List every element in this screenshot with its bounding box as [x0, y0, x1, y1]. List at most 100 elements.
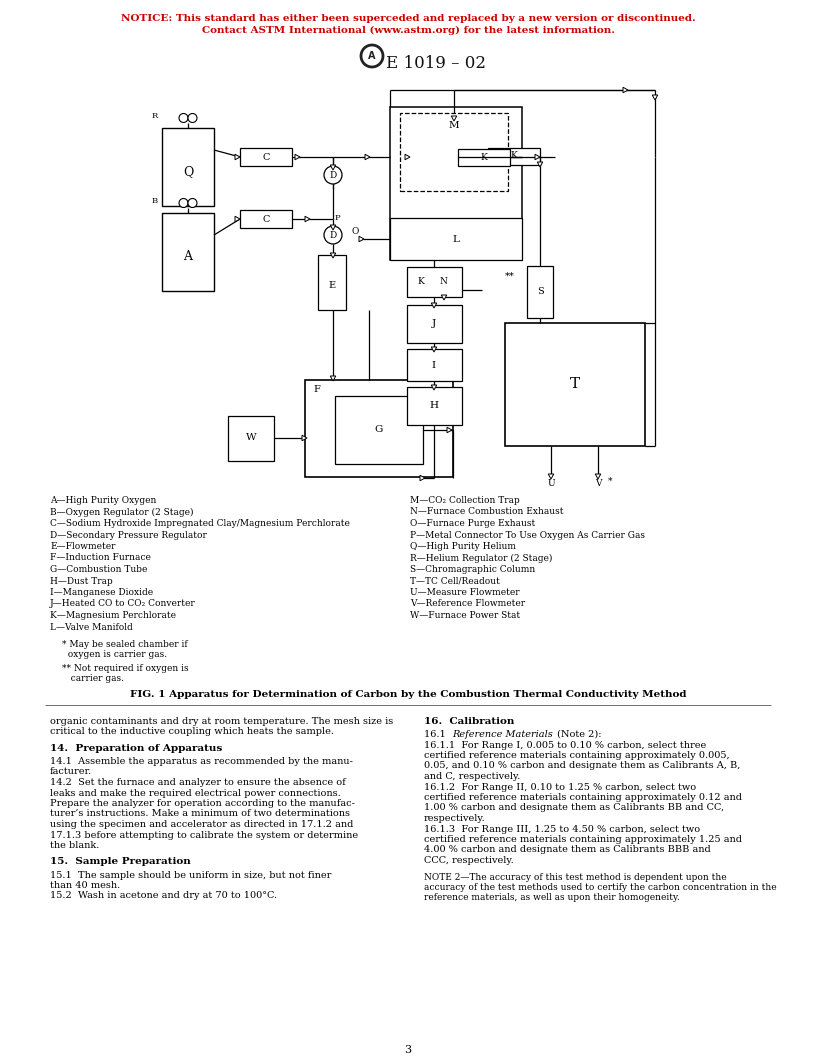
- Text: 4.00 % carbon and designate them as Calibrants BBB and: 4.00 % carbon and designate them as Cali…: [424, 846, 711, 854]
- Bar: [407, 348, 462, 381]
- Bar: [488, 148, 540, 165]
- Text: S: S: [537, 287, 543, 297]
- Text: facturer.: facturer.: [50, 768, 92, 776]
- Text: **: **: [505, 271, 515, 281]
- Text: F—Induction Furnace: F—Induction Furnace: [50, 553, 151, 563]
- Text: M: M: [449, 120, 459, 130]
- Text: E—Flowmeter: E—Flowmeter: [50, 542, 116, 551]
- Text: G—Combustion Tube: G—Combustion Tube: [50, 565, 148, 574]
- Polygon shape: [537, 162, 543, 167]
- Text: W: W: [246, 434, 256, 442]
- Circle shape: [324, 226, 342, 244]
- Text: B—Oxygen Regulator (2 Stage): B—Oxygen Regulator (2 Stage): [50, 508, 193, 516]
- Polygon shape: [431, 347, 437, 352]
- Polygon shape: [235, 216, 240, 222]
- Text: K: K: [481, 152, 487, 162]
- Polygon shape: [302, 435, 307, 440]
- Text: T—TC Cell/Readout: T—TC Cell/Readout: [410, 577, 500, 585]
- Polygon shape: [595, 474, 601, 479]
- Bar: [162, 213, 214, 291]
- Text: Q—High Purity Helium: Q—High Purity Helium: [410, 542, 516, 551]
- Bar: [407, 267, 462, 297]
- Text: NOTICE: This standard has either been superceded and replaced by a new version o: NOTICE: This standard has either been su…: [121, 14, 695, 23]
- Polygon shape: [305, 216, 310, 222]
- Text: K: K: [511, 151, 517, 161]
- Text: accuracy of the test methods used to certify the carbon concentration in the: accuracy of the test methods used to cer…: [424, 883, 777, 892]
- Text: W—Furnace Power Stat: W—Furnace Power Stat: [410, 611, 520, 620]
- Text: Prepare the analyzer for operation according to the manufac-: Prepare the analyzer for operation accor…: [50, 799, 355, 808]
- Text: R: R: [152, 112, 158, 120]
- Polygon shape: [441, 295, 446, 300]
- Text: turer’s instructions. Make a minimum of two determinations: turer’s instructions. Make a minimum of …: [50, 810, 350, 818]
- Text: C—Sodium Hydroxide Impregnated Clay/Magnesium Perchlorate: C—Sodium Hydroxide Impregnated Clay/Magn…: [50, 518, 350, 528]
- Text: 14.1  Assemble the apparatus as recommended by the manu-: 14.1 Assemble the apparatus as recommend…: [50, 757, 353, 766]
- Bar: [527, 266, 553, 318]
- Text: reference materials, as well as upon their homogeneity.: reference materials, as well as upon the…: [424, 893, 680, 903]
- Text: F: F: [313, 385, 320, 395]
- Bar: [505, 323, 645, 446]
- Polygon shape: [405, 154, 410, 159]
- Text: H: H: [429, 401, 438, 411]
- Circle shape: [188, 199, 197, 207]
- Polygon shape: [548, 474, 554, 479]
- Text: L: L: [453, 234, 459, 244]
- Bar: [400, 113, 508, 191]
- Text: certified reference materials containing approximately 1.25 and: certified reference materials containing…: [424, 835, 742, 844]
- Text: V—Reference Flowmeter: V—Reference Flowmeter: [410, 600, 526, 608]
- Text: 15.  Sample Preparation: 15. Sample Preparation: [50, 857, 191, 867]
- Text: O—Furnace Purge Exhaust: O—Furnace Purge Exhaust: [410, 518, 535, 528]
- Polygon shape: [330, 253, 335, 258]
- Text: E 1019 – 02: E 1019 – 02: [386, 55, 486, 72]
- Bar: [390, 218, 522, 260]
- Text: C: C: [262, 152, 269, 162]
- Text: 16.1.3  For Range III, 1.25 to 4.50 % carbon, select two: 16.1.3 For Range III, 1.25 to 4.50 % car…: [424, 825, 700, 833]
- Text: 17.1.3 before attempting to calibrate the system or determine: 17.1.3 before attempting to calibrate th…: [50, 830, 358, 840]
- Text: O: O: [352, 226, 359, 235]
- Text: V: V: [595, 479, 601, 489]
- Polygon shape: [330, 165, 335, 170]
- Text: CCC, respectively.: CCC, respectively.: [424, 856, 514, 865]
- Text: E: E: [328, 281, 335, 289]
- Polygon shape: [431, 303, 437, 308]
- Text: respectively.: respectively.: [424, 814, 486, 823]
- Text: I—Manganese Dioxide: I—Manganese Dioxide: [50, 588, 153, 597]
- Text: U: U: [548, 479, 555, 489]
- Text: 14.2  Set the furnace and analyzer to ensure the absence of: 14.2 Set the furnace and analyzer to ens…: [50, 778, 346, 787]
- Text: using the specimen and accelerator as directed in 17.1.2 and: using the specimen and accelerator as di…: [50, 821, 353, 829]
- Text: 16.1.2  For Range II, 0.10 to 1.25 % carbon, select two: 16.1.2 For Range II, 0.10 to 1.25 % carb…: [424, 782, 696, 792]
- Bar: [240, 148, 292, 166]
- Text: N: N: [439, 278, 447, 286]
- Polygon shape: [420, 475, 425, 480]
- Polygon shape: [623, 88, 628, 93]
- Text: leaks and make the required electrical power connections.: leaks and make the required electrical p…: [50, 789, 341, 797]
- Text: ** Not required if oxygen is
   carrier gas.: ** Not required if oxygen is carrier gas…: [62, 664, 188, 683]
- Text: 16.  Calibration: 16. Calibration: [424, 717, 514, 727]
- Text: certified reference materials containing approximately 0.005,: certified reference materials containing…: [424, 751, 730, 760]
- Polygon shape: [235, 154, 240, 159]
- Text: 1.00 % carbon and designate them as Calibrants BB and CC,: 1.00 % carbon and designate them as Cali…: [424, 804, 724, 812]
- Text: G: G: [375, 426, 384, 434]
- Text: J: J: [432, 320, 436, 328]
- Bar: [240, 210, 292, 228]
- Polygon shape: [535, 154, 540, 159]
- Polygon shape: [431, 385, 437, 390]
- Text: I: I: [432, 360, 436, 370]
- Text: Contact ASTM International (www.astm.org) for the latest information.: Contact ASTM International (www.astm.org…: [202, 26, 614, 35]
- Text: R—Helium Regulator (2 Stage): R—Helium Regulator (2 Stage): [410, 553, 552, 563]
- Text: critical to the inductive coupling which heats the sample.: critical to the inductive coupling which…: [50, 728, 334, 736]
- Text: L—Valve Manifold: L—Valve Manifold: [50, 622, 133, 631]
- Text: P—Metal Connector To Use Oxygen As Carrier Gas: P—Metal Connector To Use Oxygen As Carri…: [410, 530, 645, 540]
- Polygon shape: [447, 428, 452, 433]
- Circle shape: [188, 113, 197, 122]
- Polygon shape: [330, 376, 335, 381]
- Text: D: D: [330, 170, 337, 180]
- Text: K—Magnesium Perchlorate: K—Magnesium Perchlorate: [50, 611, 176, 620]
- Bar: [318, 254, 346, 310]
- Circle shape: [179, 113, 188, 122]
- Text: U—Measure Flowmeter: U—Measure Flowmeter: [410, 588, 520, 597]
- Text: J—Heated CO to CO₂ Converter: J—Heated CO to CO₂ Converter: [50, 600, 196, 608]
- Bar: [305, 380, 453, 477]
- Polygon shape: [330, 225, 335, 230]
- Text: *: *: [608, 476, 612, 486]
- Text: D: D: [330, 230, 337, 240]
